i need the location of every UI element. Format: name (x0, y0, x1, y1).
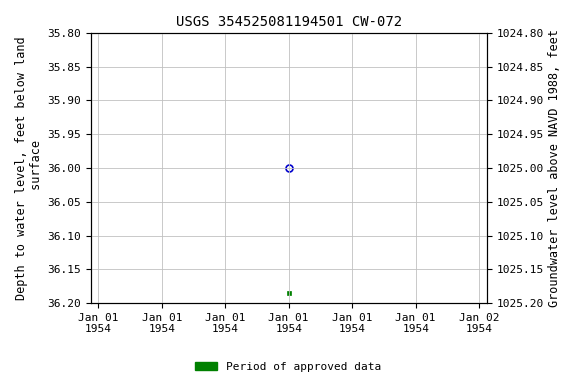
Title: USGS 354525081194501 CW-072: USGS 354525081194501 CW-072 (176, 15, 402, 29)
Y-axis label: Groundwater level above NAVD 1988, feet: Groundwater level above NAVD 1988, feet (548, 29, 561, 307)
Legend: Period of approved data: Period of approved data (191, 358, 385, 377)
Y-axis label: Depth to water level, feet below land
 surface: Depth to water level, feet below land su… (15, 36, 43, 300)
